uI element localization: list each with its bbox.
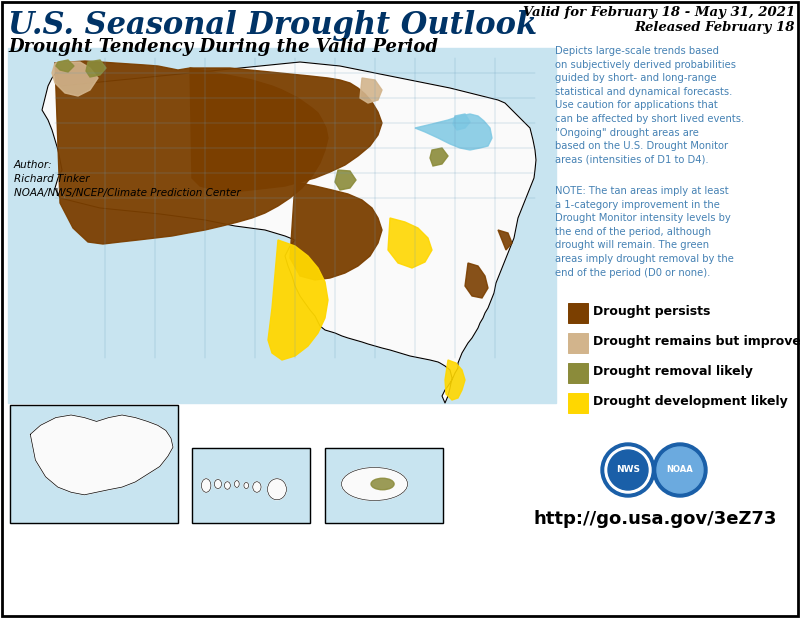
Ellipse shape	[371, 478, 394, 490]
Text: U.S. Seasonal Drought Outlook: U.S. Seasonal Drought Outlook	[8, 10, 537, 41]
Bar	[568, 393, 588, 413]
Bar	[325, 448, 443, 523]
Bar	[192, 448, 310, 523]
Circle shape	[605, 447, 651, 493]
Text: NWS: NWS	[616, 465, 640, 475]
Bar	[568, 333, 588, 353]
Text: NOAA: NOAA	[666, 465, 694, 475]
Bar	[568, 303, 588, 323]
Polygon shape	[190, 68, 382, 192]
Bar	[568, 363, 588, 383]
Polygon shape	[268, 240, 328, 360]
Text: Depicts large-scale trends based
on subjectively derived probabilities
guided by: Depicts large-scale trends based on subj…	[555, 46, 744, 165]
Polygon shape	[30, 415, 173, 495]
Polygon shape	[388, 218, 432, 268]
Text: Released February 18: Released February 18	[634, 21, 795, 34]
Circle shape	[608, 450, 648, 490]
Polygon shape	[445, 360, 465, 400]
Bar	[192, 448, 310, 523]
Polygon shape	[56, 60, 74, 72]
Polygon shape	[453, 114, 470, 130]
Circle shape	[653, 443, 707, 497]
Circle shape	[601, 443, 655, 497]
Ellipse shape	[253, 482, 261, 493]
Polygon shape	[415, 114, 492, 150]
Polygon shape	[290, 182, 382, 280]
Ellipse shape	[234, 481, 239, 488]
Bar	[10, 405, 178, 523]
Text: Drought Tendency During the Valid Period: Drought Tendency During the Valid Period	[8, 38, 438, 56]
Bar	[325, 448, 443, 523]
Polygon shape	[55, 61, 328, 244]
Text: Drought persists: Drought persists	[593, 305, 710, 318]
Text: http://go.usa.gov/3eZ73: http://go.usa.gov/3eZ73	[534, 510, 777, 528]
Polygon shape	[360, 78, 382, 103]
Bar	[8, 48, 556, 403]
Ellipse shape	[267, 479, 286, 500]
Text: Valid for February 18 - May 31, 2021: Valid for February 18 - May 31, 2021	[522, 6, 795, 19]
Circle shape	[657, 447, 703, 493]
Ellipse shape	[342, 467, 408, 501]
Polygon shape	[86, 60, 106, 77]
Polygon shape	[335, 170, 356, 190]
Text: Drought development likely: Drought development likely	[593, 395, 788, 408]
Polygon shape	[498, 230, 512, 250]
Text: Drought removal likely: Drought removal likely	[593, 365, 753, 378]
Polygon shape	[52, 62, 98, 96]
Polygon shape	[430, 148, 448, 166]
Text: Author:
Richard Tinker
NOAA/NWS/NCEP/Climate Prediction Center: Author: Richard Tinker NOAA/NWS/NCEP/Cli…	[14, 160, 241, 198]
Ellipse shape	[202, 479, 211, 493]
Ellipse shape	[225, 482, 230, 489]
Polygon shape	[465, 263, 488, 298]
Text: NOTE: The tan areas imply at least
a 1-category improvement in the
Drought Monit: NOTE: The tan areas imply at least a 1-c…	[555, 186, 734, 277]
Ellipse shape	[214, 480, 222, 488]
Polygon shape	[42, 62, 536, 403]
Text: Drought remains but improves: Drought remains but improves	[593, 335, 800, 348]
Ellipse shape	[244, 483, 249, 488]
Bar	[10, 405, 178, 523]
